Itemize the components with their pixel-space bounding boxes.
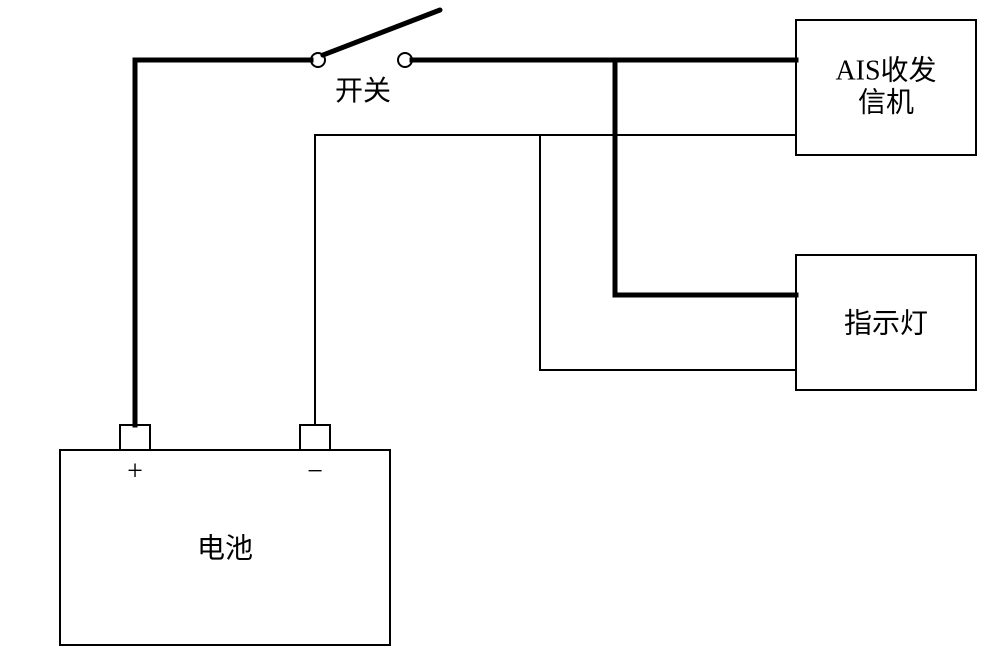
- battery-label: 电池: [197, 533, 253, 565]
- wire-neg-bus-to-ais: [315, 135, 796, 425]
- indicator-label: 指示灯: [844, 308, 928, 340]
- switch-label: 开关: [335, 75, 391, 107]
- battery-minus-sign: −: [307, 456, 323, 487]
- switch-arm: [323, 10, 440, 55]
- wire-pos-to-switch: [135, 60, 311, 425]
- battery-plus-sign: +: [127, 456, 143, 487]
- circuit-diagram: 电池 + − AIS收发信机指示灯 开关: [0, 0, 1000, 662]
- ais-label-line2: 信机: [858, 87, 914, 119]
- ais-label-line1: AIS收发: [835, 55, 936, 87]
- battery-plus-terminal: [120, 425, 150, 450]
- wire-pos-branch-to-indicator: [615, 60, 796, 295]
- wire-neg-branch-to-indicator: [540, 135, 796, 370]
- battery-minus-terminal: [300, 425, 330, 450]
